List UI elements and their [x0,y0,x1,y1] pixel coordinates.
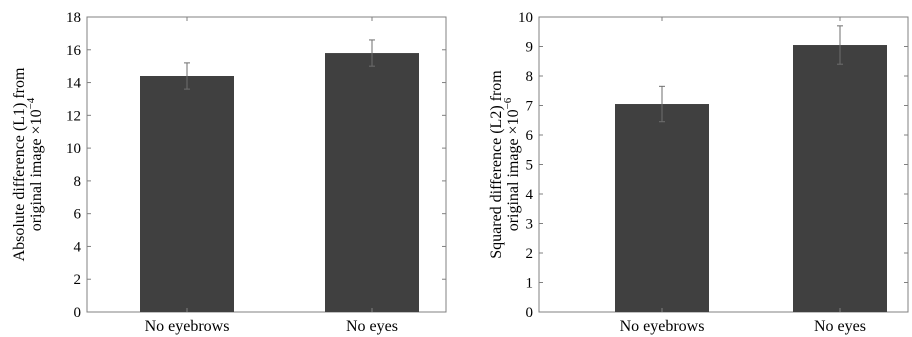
y-tick-label: 3 [526,217,534,233]
y-axis-label-base: original image ×10 [505,109,522,231]
y-axis-label: Absolute difference (L1) from original im… [11,67,45,261]
chart-l2-difference: 0 1 2 3 4 5 6 7 8 9 10 No eyebrows No eyes Squared di… [488,10,909,335]
y-tick-label: 6 [526,128,534,144]
plot-frame [86,16,447,313]
y-tick-label: 1 [526,276,534,292]
y-tick-label: 14 [66,76,82,92]
y-axis-label-exponent: −4 [25,97,37,109]
y-axis-label-base: original image ×10 [28,109,45,231]
y-axis-label-exponent: −6 [502,97,514,109]
y-tick-label: 7 [526,99,534,115]
x-category-label: No eyebrows [620,318,705,335]
y-tick-label: 12 [66,108,81,124]
bar [325,53,419,313]
y-axis-label-line1: Absolute difference (L1) from [11,67,28,261]
bar [140,76,234,312]
y-tick-label: 6 [74,207,82,223]
chart-l1-difference: 0 2 4 6 8 10 12 14 16 18 No eyebrows No eyes Absolut… [11,10,447,335]
x-category-label: No eyebrows [145,318,230,335]
y-tick-label: 2 [526,246,534,262]
bar [793,45,887,313]
y-tick-label: 18 [66,10,81,26]
y-tick-label: 9 [526,40,534,56]
y-tick-label: 2 [74,272,82,288]
x-category-label: No eyes [346,318,398,335]
y-tick-label: 8 [526,69,534,85]
y-tick-label: 5 [526,158,534,174]
y-tick-label: 4 [74,239,82,255]
y-axis-label-line2: original image ×10−6 [502,97,522,231]
y-tick-label: 8 [74,174,82,190]
bar [615,104,709,313]
y-axis-label-line2: original image ×10−4 [25,97,45,231]
y-tick-label: 10 [66,141,81,157]
y-tick-label: 4 [526,187,534,203]
y-axis-label: Squared difference (L2) from original ima… [488,70,522,259]
y-tick-label: 16 [66,43,82,59]
y-tick-label: 10 [518,10,533,26]
y-tick-label: 0 [74,305,82,321]
x-category-label: No eyes [814,318,866,335]
y-axis-label-line1: Squared difference (L2) from [488,70,505,259]
y-tick-label: 0 [526,305,534,321]
